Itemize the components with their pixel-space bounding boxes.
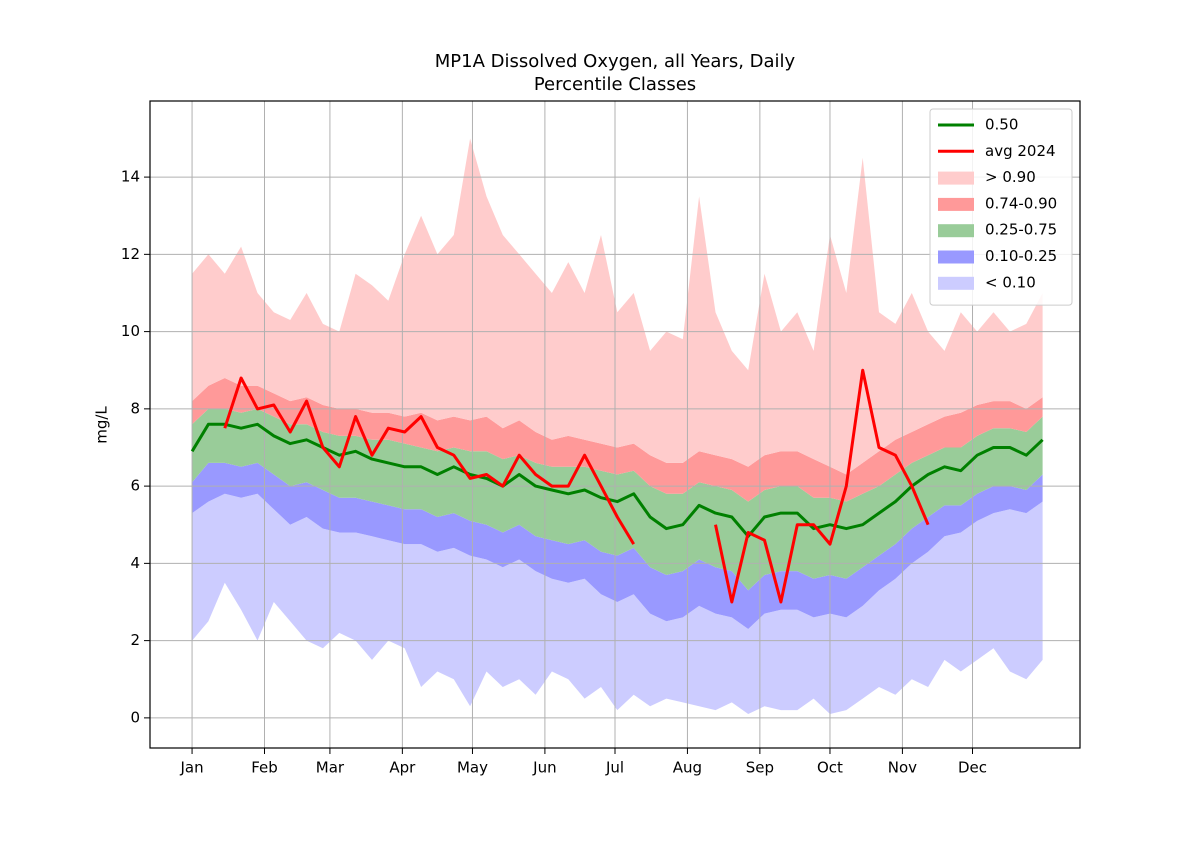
y-tick-label: 10 <box>121 322 140 340</box>
legend-label: 0.25-0.75 <box>985 221 1057 239</box>
y-tick-label: 12 <box>121 245 140 263</box>
y-tick-label: 14 <box>121 168 140 186</box>
legend-swatch <box>938 171 974 185</box>
legend-swatch <box>938 250 974 264</box>
x-tick-label: Dec <box>958 759 987 777</box>
y-tick-label: 4 <box>130 554 140 572</box>
y-tick-label: 2 <box>130 631 140 649</box>
y-tick-label: 0 <box>130 708 140 726</box>
legend-label: 0.74-0.90 <box>985 194 1057 212</box>
legend-swatch <box>938 276 974 290</box>
x-tick-label: Jun <box>532 759 556 777</box>
x-tick-label: May <box>457 759 488 777</box>
chart-title: MP1A Dissolved Oxygen, all Years, Daily <box>435 51 796 72</box>
x-tick-label: Oct <box>817 759 843 777</box>
x-tick-label: Apr <box>389 759 416 777</box>
legend-label: 0.10-0.25 <box>985 247 1057 265</box>
series-line <box>190 422 1044 538</box>
series-line <box>223 368 930 604</box>
x-tick-label: Nov <box>888 759 917 777</box>
x-tick-label: Jul <box>605 759 624 777</box>
chart-subtitle: Percentile Classes <box>534 74 696 95</box>
legend-swatch <box>938 197 974 211</box>
legend-label: avg 2024 <box>985 142 1056 160</box>
legend-swatch <box>938 224 974 238</box>
x-tick-label: Feb <box>251 759 278 777</box>
x-tick-label: Mar <box>316 759 345 777</box>
x-tick-label: Aug <box>673 759 702 777</box>
x-tick-label: Sep <box>746 759 774 777</box>
y-tick-label: 6 <box>130 477 140 495</box>
x-tick-label: Jan <box>179 759 203 777</box>
legend-label: > 0.90 <box>985 168 1036 186</box>
legend-label: 0.50 <box>985 116 1018 134</box>
y-tick-label: 8 <box>130 399 140 417</box>
y-axis-label: mg/L <box>93 406 111 444</box>
legend-label: < 0.10 <box>985 273 1036 291</box>
